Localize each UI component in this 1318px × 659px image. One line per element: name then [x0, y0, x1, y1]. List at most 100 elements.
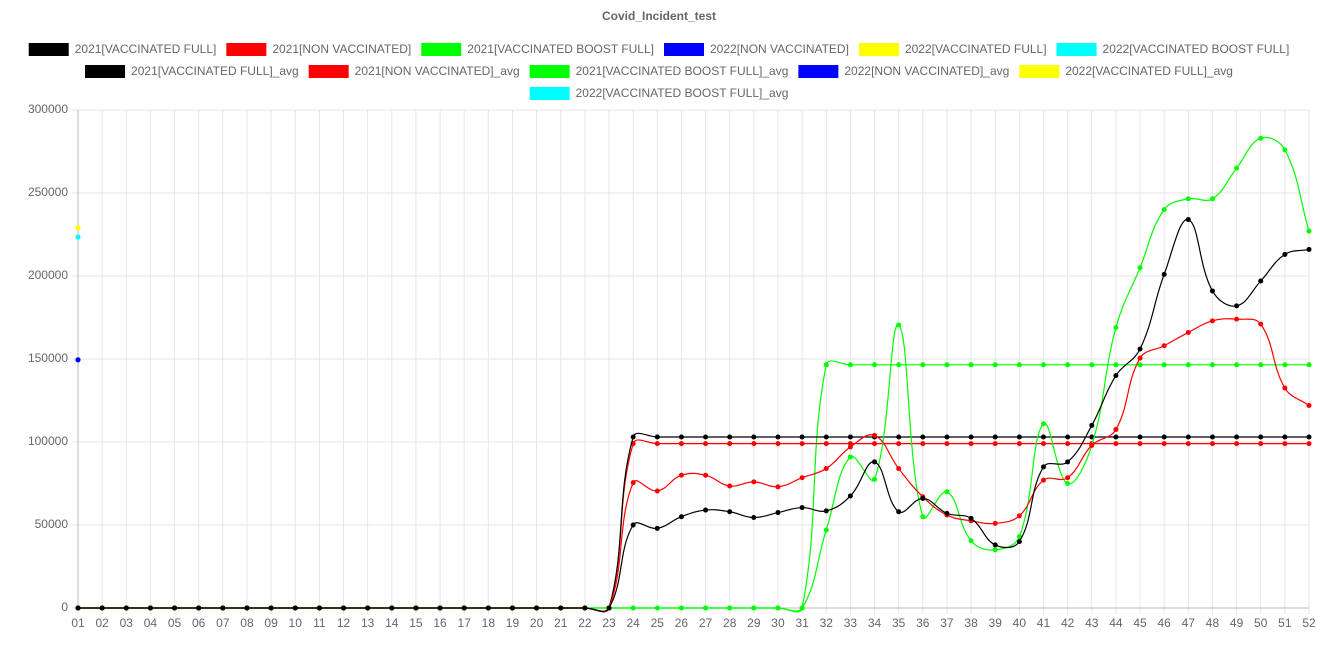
series-line	[77, 432, 1309, 613]
legend-item[interactable]: 2022[NON VACCINATED]_avg	[798, 64, 1009, 78]
data-point	[1113, 373, 1119, 379]
data-point	[1089, 434, 1095, 440]
data-point	[1137, 434, 1143, 440]
data-point	[1234, 434, 1240, 440]
data-point	[244, 605, 250, 611]
data-point	[75, 234, 81, 240]
data-point	[1209, 441, 1215, 447]
data-point	[1065, 441, 1071, 447]
data-point	[775, 484, 781, 490]
data-point	[75, 357, 81, 363]
y-tick-label: 250000	[28, 185, 68, 199]
x-tick-label: 45	[1133, 616, 1147, 630]
data-point	[799, 605, 805, 611]
legend-swatch	[28, 43, 69, 56]
data-point	[920, 434, 926, 440]
data-point	[75, 225, 81, 231]
x-tick-label: 27	[699, 616, 713, 630]
data-point	[992, 542, 998, 548]
legend-swatch	[798, 65, 839, 78]
data-point	[75, 605, 81, 611]
data-point	[872, 476, 878, 482]
x-tick-label: 21	[554, 616, 568, 630]
data-point	[1306, 434, 1312, 440]
y-tick-label: 100000	[28, 434, 68, 448]
x-tick-label: 41	[1037, 616, 1051, 630]
data-point	[992, 434, 998, 440]
data-point	[1185, 434, 1191, 440]
data-point	[799, 434, 805, 440]
data-point	[751, 605, 757, 611]
data-point	[1113, 441, 1119, 447]
legend-item[interactable]: 2022[NON VACCINATED]	[664, 42, 849, 56]
series-line	[77, 136, 1310, 612]
data-point	[896, 441, 902, 447]
x-tick-label: 22	[578, 616, 592, 630]
data-point	[654, 434, 660, 440]
data-point	[630, 605, 636, 611]
data-point	[751, 434, 757, 440]
legend-item[interactable]: 2021[VACCINATED BOOST FULL]_avg	[529, 64, 789, 78]
data-point	[1185, 217, 1191, 223]
data-point	[727, 509, 733, 515]
legend-item[interactable]: 2022[VACCINATED BOOST FULL]	[1056, 42, 1290, 56]
data-point	[1234, 316, 1240, 322]
legend-item[interactable]: 2022[VACCINATED FULL]	[858, 42, 1047, 56]
data-point	[775, 605, 781, 611]
data-point	[1306, 441, 1312, 447]
data-point	[1040, 434, 1046, 440]
x-tick-label: 47	[1182, 616, 1196, 630]
x-tick-label: 25	[651, 616, 665, 630]
x-tick-label: 17	[458, 616, 472, 630]
data-point	[1137, 265, 1143, 271]
data-point	[823, 527, 829, 533]
legend-item[interactable]: 2021[VACCINATED FULL]_avg	[85, 64, 299, 78]
data-point	[823, 434, 829, 440]
data-point	[1016, 534, 1022, 540]
legend-label: 2022[VACCINATED FULL]_avg	[1065, 64, 1233, 78]
data-point	[1185, 196, 1191, 202]
data-point	[920, 514, 926, 520]
legend-swatch	[1019, 65, 1060, 78]
data-point	[461, 605, 467, 611]
data-point	[582, 605, 588, 611]
x-tick-label: 51	[1278, 616, 1292, 630]
data-point	[727, 441, 733, 447]
legend-swatch	[1056, 43, 1097, 56]
data-point	[630, 480, 636, 486]
legend-item[interactable]: 2022[VACCINATED FULL]_avg	[1019, 64, 1233, 78]
data-point	[1306, 228, 1312, 234]
x-tick-label: 44	[1109, 616, 1123, 630]
legend-item[interactable]: 2021[NON VACCINATED]	[226, 42, 411, 56]
data-point	[678, 441, 684, 447]
data-point	[847, 434, 853, 440]
x-tick-label: 02	[95, 616, 109, 630]
data-point	[968, 515, 974, 521]
data-point	[1282, 434, 1288, 440]
x-tick-label: 34	[868, 616, 882, 630]
data-point	[896, 362, 902, 368]
x-tick-label: 35	[892, 616, 906, 630]
data-point	[1161, 434, 1167, 440]
data-point	[1306, 362, 1312, 368]
x-tick-label: 08	[240, 616, 254, 630]
x-tick-label: 49	[1230, 616, 1244, 630]
legend-item[interactable]: 2021[VACCINATED BOOST FULL]	[421, 42, 654, 56]
data-point	[99, 605, 105, 611]
data-point	[654, 605, 660, 611]
x-tick-label: 46	[1157, 616, 1171, 630]
data-point	[872, 362, 878, 368]
data-point	[1040, 464, 1046, 470]
legend-item[interactable]: 2021[NON VACCINATED]_avg	[308, 64, 520, 78]
x-tick-label: 06	[192, 616, 206, 630]
data-point	[268, 605, 274, 611]
y-tick-label: 50000	[35, 517, 69, 531]
x-tick-label: 04	[144, 616, 158, 630]
legend-swatch	[421, 43, 462, 56]
x-tick-label: 40	[1013, 616, 1027, 630]
data-point	[703, 472, 709, 478]
data-point	[341, 605, 347, 611]
legend-item[interactable]: 2021[VACCINATED FULL]	[28, 42, 217, 56]
legend-item[interactable]: 2022[VACCINATED BOOST FULL]_avg	[529, 86, 789, 100]
legend-label: 2021[VACCINATED FULL]_avg	[131, 64, 299, 78]
